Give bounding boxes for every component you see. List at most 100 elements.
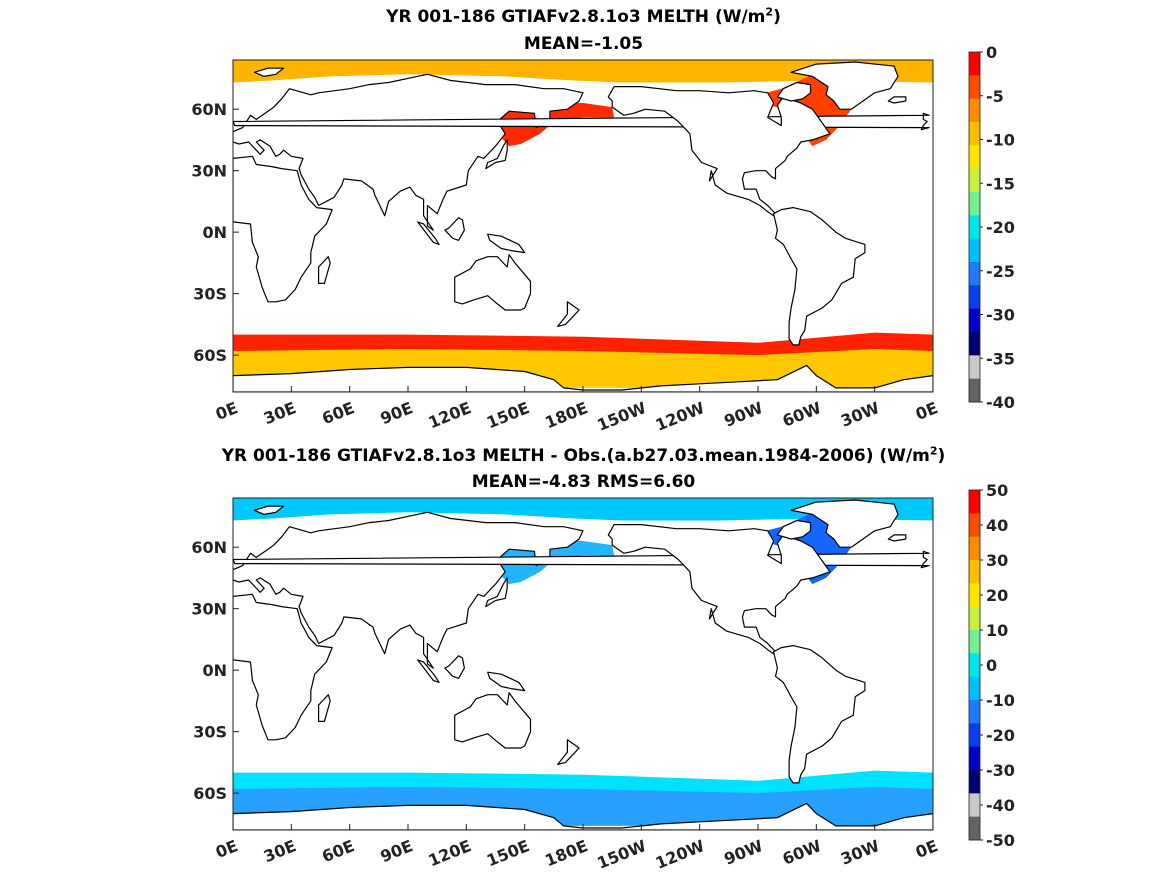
lon-tick-label: 150W (594, 836, 649, 873)
lat-tick-label: 30S (193, 723, 227, 742)
panel1-subtitle: MEAN=-1.05 (523, 34, 644, 54)
colorbar-segment (969, 168, 980, 193)
colorbar-tick-label: 30 (986, 551, 1008, 570)
colorbar-segment (969, 308, 980, 333)
colorbar-tick-label: -10 (986, 691, 1015, 710)
colorbar-segment (969, 723, 980, 748)
coastline (487, 233, 526, 254)
lon-tick-label: 0E (213, 836, 241, 862)
lon-tick-label: 60E (319, 836, 357, 866)
colorbar-tick-label: -50 (986, 831, 1015, 850)
colorbar-segment (969, 770, 980, 794)
lon-tick-label: 120E (426, 836, 474, 870)
coastline (454, 254, 532, 311)
colorbar-tick-label: -25 (986, 262, 1015, 281)
colorbar-segment (969, 215, 980, 240)
colorbar-tick-label: -15 (986, 174, 1015, 193)
colorbar-segment (969, 536, 980, 561)
lon-tick-label: 90E (378, 836, 416, 866)
lat-tick-label: 60N (191, 100, 227, 119)
lon-tick-label: 0E (913, 398, 941, 424)
coastline (487, 671, 526, 692)
colorbar-tick-label: -10 (986, 131, 1015, 150)
panel2-field (233, 498, 933, 830)
lon-tick-label: 90W (721, 398, 765, 431)
coastline (557, 739, 580, 766)
colorbar-tick-label: -20 (986, 218, 1015, 237)
north-pacific-melt-region (493, 103, 615, 147)
colorbar-segment (969, 75, 980, 100)
colorbar-tick-label: -20 (986, 726, 1015, 745)
coastline (557, 301, 580, 327)
colorbar-segment (969, 355, 980, 380)
colorbar-segment (969, 238, 980, 263)
colorbar-segment (969, 513, 980, 538)
lon-tick-label: 180E (542, 398, 590, 432)
lat-tick-label: 0N (202, 661, 227, 680)
coastline (776, 519, 812, 540)
coastline (233, 593, 333, 741)
lon-tick-label: 60W (780, 398, 824, 431)
panel2-title-sup: 2 (929, 444, 938, 458)
coastline (790, 61, 899, 110)
colorbar-segment (969, 630, 980, 654)
lon-tick-label: 0E (213, 398, 241, 424)
colorbar-tick-label: -5 (986, 87, 1004, 106)
colorbar-tick-label: -40 (986, 393, 1015, 412)
lon-tick-label: 30E (261, 398, 299, 428)
colorbar-segment (969, 52, 980, 76)
panel1-field (233, 60, 933, 392)
colorbar-tick-label: 0 (986, 43, 997, 62)
panel1-title-text: YR 001-186 GTIAFv2.8.1o3 MELTH (W/m (386, 7, 766, 27)
lon-tick-label: 90W (721, 836, 765, 869)
coastline (454, 692, 532, 749)
colorbar-segment (969, 676, 980, 701)
colorbar-tick-label: 20 (986, 586, 1008, 605)
colorbar-segment (969, 490, 980, 514)
arctic-melt-region (233, 498, 933, 521)
panel1-title: YR 001-186 GTIAFv2.8.1o3 MELTH (W/m2) (0, 6, 1167, 28)
colorbar-tick-label: -30 (986, 761, 1015, 780)
colorbar-segment (969, 98, 980, 123)
coastline (772, 207, 866, 346)
colorbar-segment (969, 560, 980, 584)
colorbar-tick-label: 40 (986, 516, 1008, 535)
coastline (233, 802, 933, 830)
lat-tick-label: 60S (193, 784, 227, 803)
coastline (607, 523, 831, 655)
colorbar-segment (969, 285, 980, 310)
coastline (485, 577, 508, 608)
colorbar-segment (969, 700, 980, 724)
coastline (233, 155, 333, 303)
lat-tick-label: 60N (191, 538, 227, 557)
lon-tick-label: 150E (484, 398, 532, 432)
panel2-subtitle: MEAN=-4.83 RMS=6.60 (471, 472, 696, 492)
colorbar-tick-label: -40 (986, 796, 1015, 815)
lat-tick-label: 30N (191, 162, 227, 181)
coastline (417, 221, 440, 245)
coastline (607, 85, 831, 217)
panel2-map: 60N 30N 0N 30S 60S 0E 30E 60E 90E 120E 150E 180E 150… (191, 481, 1015, 873)
lon-tick-label: 30W (838, 836, 882, 869)
lon-tick-label: 0E (913, 836, 941, 862)
panel1-map: 60N 30N 0N 30S 60S 0E 30E 60E 90E 120E 150E 180E 150… (191, 43, 1015, 435)
arctic-melt-region (233, 60, 933, 83)
coastline (318, 256, 331, 284)
lon-tick-label: 30E (261, 836, 299, 866)
lon-tick-label: 150W (594, 398, 649, 435)
coastline (444, 217, 465, 241)
colorbar-segment (969, 122, 980, 146)
coastline (318, 694, 331, 723)
panel2-title-close: ) (937, 446, 946, 466)
coastline (790, 499, 899, 548)
colorbar-segment (969, 653, 980, 678)
lon-tick-label: 60W (780, 836, 824, 869)
lat-tick-label: 0N (202, 223, 227, 242)
coastline (444, 655, 465, 679)
colorbar-segment (969, 332, 980, 356)
panel2-title: YR 001-186 GTIAFv2.8.1o3 MELTH - Obs.(a.… (0, 445, 1167, 467)
colorbar-segment (969, 583, 980, 608)
colorbar-tick-label: 10 (986, 621, 1008, 640)
coastline (233, 511, 584, 669)
